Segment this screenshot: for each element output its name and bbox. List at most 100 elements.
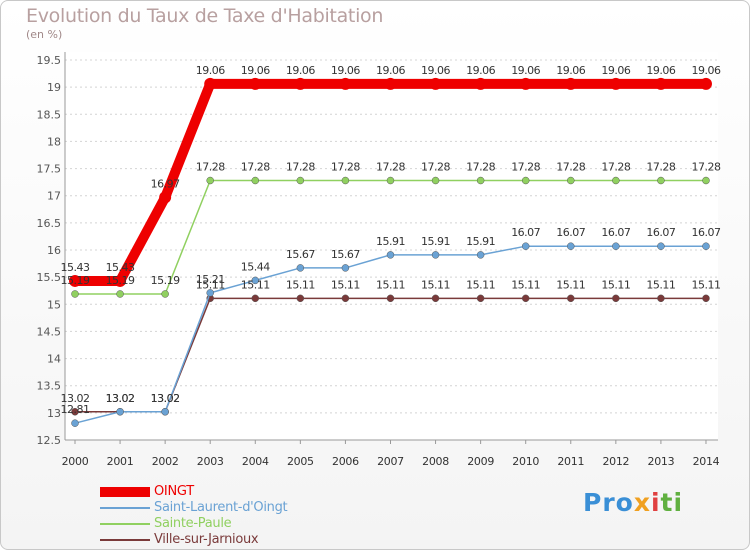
data-point: [296, 264, 305, 272]
data-point: [657, 242, 665, 250]
data-label: 15.11: [241, 278, 270, 291]
data-point: [429, 77, 442, 90]
x-tick-label: 2011: [557, 455, 584, 468]
y-tick-label: 13.5: [37, 380, 62, 393]
data-label: 13.02: [106, 392, 135, 405]
data-label: 17.28: [556, 161, 585, 174]
data-point: [296, 176, 305, 185]
data-point: [476, 251, 485, 259]
data-label: 15.91: [376, 235, 405, 248]
data-label: 16.07: [646, 226, 675, 239]
y-tick-label: 16.5: [37, 217, 62, 230]
data-label: 15.11: [196, 278, 225, 291]
data-label: 16.97: [151, 177, 180, 190]
data-point: [612, 294, 620, 303]
data-label: 15.11: [556, 278, 585, 291]
data-label: 13.02: [61, 392, 90, 405]
x-tick-label: 2003: [197, 455, 224, 468]
data-point: [116, 290, 124, 298]
y-tick-label: 19: [47, 81, 61, 94]
data-point: [116, 408, 124, 416]
data-label: 15.91: [421, 235, 450, 248]
data-label: 19.06: [286, 64, 315, 77]
y-tick-label: 17.5: [37, 163, 62, 176]
data-point: [431, 294, 440, 303]
data-point: [386, 294, 395, 303]
x-tick-label: 2005: [287, 455, 314, 468]
y-tick-label: 18: [47, 135, 61, 148]
data-label: 13.02: [151, 392, 180, 405]
data-point: [476, 294, 485, 303]
x-tick-label: 2014: [693, 455, 720, 468]
chart-unit-label: (en %): [26, 28, 63, 41]
data-point: [657, 176, 665, 185]
data-label: 17.28: [601, 161, 630, 174]
data-point: [702, 294, 710, 303]
data-label: 17.28: [331, 161, 360, 174]
data-point: [161, 408, 169, 416]
x-tick-label: 2000: [62, 455, 89, 468]
data-label: 17.28: [241, 161, 270, 174]
legend-label: Saint-Laurent-d'Oingt: [154, 500, 288, 515]
data-point: [474, 77, 487, 90]
x-tick-label: 2010: [512, 455, 539, 468]
legend-label: Ville-sur-Jarnioux: [154, 532, 259, 547]
data-label: 13.02: [106, 392, 135, 405]
data-point: [567, 242, 575, 250]
data-point: [431, 176, 440, 185]
data-label: 17.28: [376, 161, 405, 174]
data-label: 15.43: [61, 261, 90, 274]
x-tick-label: 2006: [332, 455, 359, 468]
data-point: [251, 294, 260, 303]
data-point: [341, 264, 350, 272]
data-point: [699, 77, 712, 90]
data-point: [206, 289, 214, 297]
data-point: [521, 294, 530, 303]
data-label: 15.11: [691, 278, 720, 291]
data-point: [71, 419, 79, 427]
data-point: [386, 176, 395, 185]
data-label: 15.11: [466, 278, 495, 291]
data-point: [341, 176, 350, 185]
data-point: [159, 191, 172, 204]
data-point: [251, 176, 260, 185]
data-label: 15.19: [106, 274, 135, 287]
data-label: 15.11: [646, 278, 675, 291]
data-point: [564, 77, 577, 90]
data-point: [294, 77, 307, 90]
data-label: 15.43: [106, 261, 135, 274]
data-label: 17.28: [646, 161, 675, 174]
data-label: 15.11: [376, 278, 405, 291]
data-point: [567, 294, 575, 303]
data-point: [612, 242, 620, 250]
data-point: [386, 251, 395, 259]
x-tick-label: 2001: [107, 455, 134, 468]
data-point: [702, 242, 710, 250]
x-tick-label: 2008: [422, 455, 449, 468]
data-point: [204, 77, 217, 90]
y-tick-label: 15.5: [37, 271, 62, 284]
legend-swatch: [100, 539, 150, 541]
data-point: [612, 176, 620, 185]
y-tick-label: 16: [47, 244, 61, 257]
x-tick-label: 2009: [467, 455, 494, 468]
data-label: 17.28: [286, 161, 315, 174]
data-label: 15.11: [286, 278, 315, 291]
y-tick-label: 14: [47, 353, 61, 366]
data-label: 19.06: [511, 64, 540, 77]
data-label: 19.06: [691, 64, 720, 77]
data-label: 17.28: [466, 161, 495, 174]
data-point: [341, 294, 350, 303]
data-label: 19.06: [376, 64, 405, 77]
proxiti-logo: Proxiti: [583, 488, 684, 517]
data-point: [431, 251, 440, 259]
data-point: [476, 176, 485, 185]
data-label: 15.11: [511, 278, 540, 291]
data-point: [384, 77, 397, 90]
data-label: 19.06: [241, 64, 270, 77]
data-label: 19.06: [646, 64, 675, 77]
legend-label: Sainte-Paule: [154, 516, 232, 531]
data-label: 15.44: [241, 260, 270, 273]
x-tick-label: 2012: [602, 455, 629, 468]
